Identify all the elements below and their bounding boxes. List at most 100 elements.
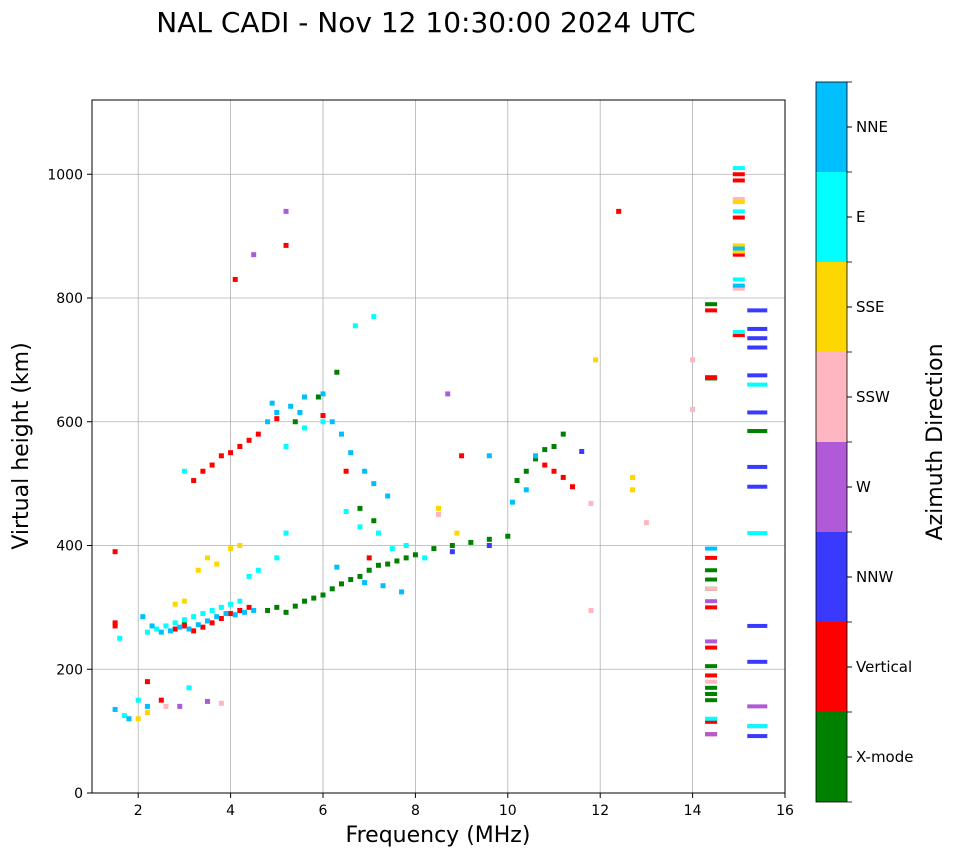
data-point — [283, 530, 289, 536]
data-point — [449, 543, 455, 548]
data-point — [747, 659, 768, 664]
colorbar-segment — [816, 622, 847, 712]
data-point — [237, 543, 243, 548]
colorbar: X-mode Vertical NNW W SSW SSE E NNE — [815, 81, 913, 803]
data-point — [705, 639, 718, 644]
data-point — [588, 500, 594, 506]
data-point — [209, 620, 215, 626]
data-point — [177, 703, 183, 709]
data-point — [523, 487, 529, 493]
grid-x — [137, 100, 786, 793]
data-point — [200, 468, 206, 474]
data-point — [200, 611, 206, 617]
data-point — [366, 555, 372, 561]
data-point — [514, 478, 520, 484]
data-point — [747, 724, 768, 729]
data-point — [588, 607, 594, 613]
data-point — [163, 703, 169, 709]
data-point — [205, 698, 210, 704]
data-point — [274, 416, 280, 422]
data-point — [747, 373, 768, 378]
data-point — [579, 448, 585, 454]
data-point — [283, 208, 289, 214]
data-point — [357, 524, 363, 530]
data-point — [747, 484, 768, 489]
colorbar-tick-label: NNW — [856, 568, 893, 586]
colorbar-segment — [816, 532, 847, 622]
y-tick-label: 0 — [74, 786, 83, 802]
data-point — [690, 357, 696, 363]
data-point — [274, 604, 280, 610]
data-point — [732, 209, 745, 214]
colorbar-segment — [816, 172, 847, 262]
data-point — [747, 410, 768, 415]
data-point — [705, 586, 718, 591]
data-point — [218, 700, 224, 706]
data-point — [112, 623, 118, 629]
data-point — [560, 431, 566, 437]
data-point — [283, 609, 289, 615]
data-point — [449, 549, 455, 555]
data-point — [237, 598, 243, 604]
data-point — [399, 589, 405, 595]
y-axis-label: Virtual height (km) — [9, 342, 34, 549]
data-point — [375, 530, 381, 536]
data-point — [265, 607, 271, 613]
data-point — [705, 716, 718, 721]
y-axis-ticks: 0 200 400 600 800 1000 — [47, 167, 92, 802]
data-point — [315, 394, 321, 400]
data-point — [144, 629, 150, 635]
colorbar-tick-label: Vertical — [856, 658, 912, 676]
data-point — [121, 713, 127, 719]
data-point — [705, 546, 718, 551]
data-point — [112, 549, 118, 555]
data-point — [154, 626, 160, 632]
colorbar-segment — [816, 352, 847, 442]
data-point — [320, 592, 326, 598]
data-point — [214, 614, 220, 620]
data-point — [251, 607, 257, 613]
data-point — [181, 598, 187, 604]
data-point — [569, 484, 575, 490]
data-point — [403, 555, 409, 561]
data-point — [616, 208, 622, 214]
data-point — [732, 178, 745, 183]
data-point — [454, 530, 460, 536]
x-tick-label: 6 — [319, 803, 328, 819]
data-point — [177, 624, 183, 630]
data-point — [214, 561, 220, 567]
x-tick-label: 12 — [591, 803, 609, 819]
data-point — [126, 716, 132, 722]
data-point — [389, 546, 395, 552]
data-point — [705, 698, 718, 703]
y-tick-label: 200 — [56, 662, 83, 678]
y-tick-label: 600 — [56, 415, 83, 431]
data-point — [732, 166, 745, 171]
data-point — [112, 620, 118, 626]
data-point — [747, 336, 768, 341]
data-point — [705, 692, 718, 696]
data-point — [747, 464, 768, 469]
data-point — [186, 685, 192, 691]
colorbar-tick-label: NNE — [856, 118, 888, 136]
data-point — [371, 314, 377, 320]
data-point — [144, 703, 150, 709]
data-point — [560, 474, 566, 480]
data-point — [380, 583, 386, 589]
data-point — [468, 539, 474, 545]
x-tick-label: 4 — [226, 803, 235, 819]
series-sse — [135, 200, 745, 722]
data-point — [705, 605, 718, 610]
data-point — [630, 474, 636, 480]
data-point — [228, 450, 234, 456]
data-point — [551, 468, 557, 474]
data-point — [422, 555, 428, 561]
data-point — [195, 622, 201, 628]
colorbar-frame — [815, 81, 848, 803]
data-point — [705, 685, 718, 690]
data-point — [705, 673, 718, 678]
data-point — [362, 580, 368, 586]
data-point — [385, 561, 391, 567]
data-point — [237, 444, 243, 449]
series-vertical — [112, 172, 745, 737]
